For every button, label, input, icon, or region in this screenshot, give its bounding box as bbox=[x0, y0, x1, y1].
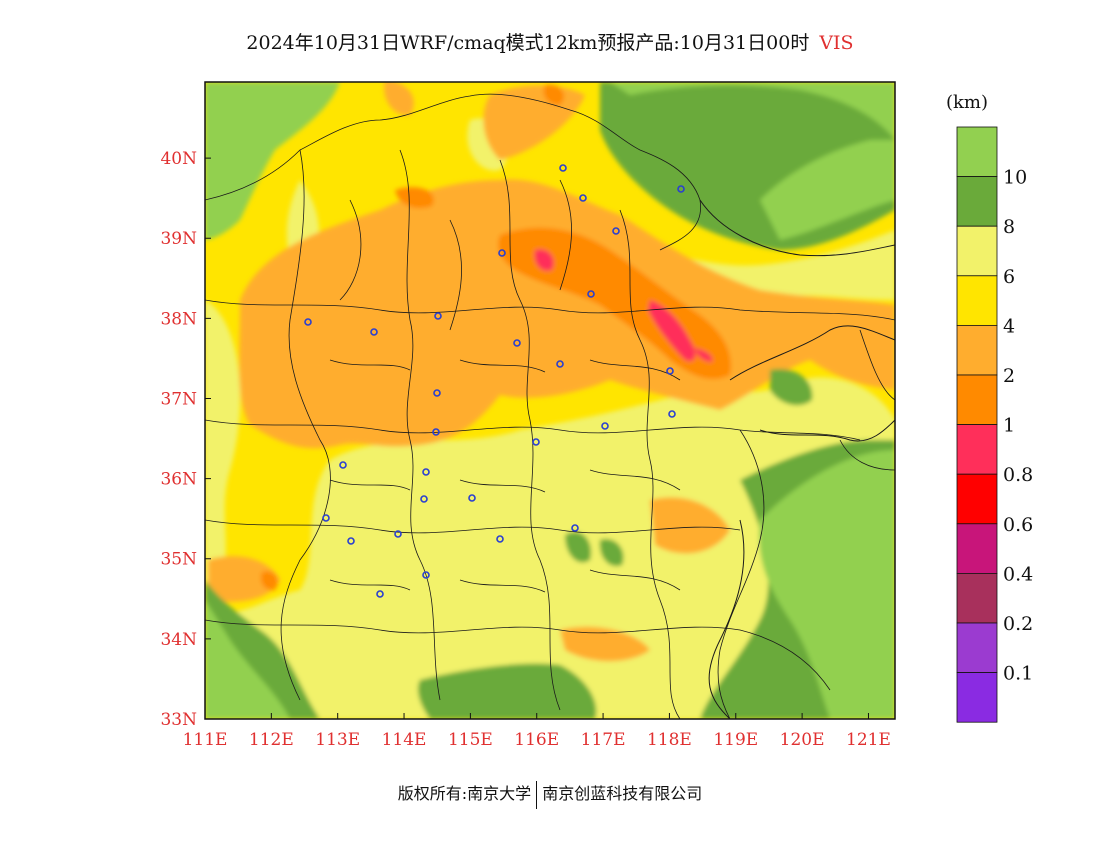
lat-label: 40N bbox=[160, 149, 197, 169]
lon-label: 117E bbox=[581, 730, 626, 750]
legend-label: 0.8 bbox=[1003, 464, 1033, 486]
lon-label: 121E bbox=[846, 730, 891, 750]
legend-swatch bbox=[956, 225, 998, 277]
legend-swatch bbox=[956, 126, 998, 177]
copyright-right: 南京创蓝科技有限公司 bbox=[542, 784, 703, 803]
lon-label: 120E bbox=[780, 730, 825, 750]
legend-swatch bbox=[956, 523, 998, 574]
title-variable: VIS bbox=[819, 32, 854, 54]
legend-label: 6 bbox=[1003, 266, 1015, 288]
legend-swatch bbox=[956, 275, 998, 326]
longitude-axis: 111E 112E 113E 114E 115E 116E 117E 118E 119E 120E… bbox=[183, 713, 891, 750]
latitude-axis: 33N 34N 35N 36N 37N 38N 39N 40N bbox=[160, 149, 211, 730]
lon-label: 111E bbox=[183, 730, 228, 750]
lat-label: 39N bbox=[160, 229, 197, 249]
lon-label: 116E bbox=[514, 730, 559, 750]
legend-label: 2 bbox=[1003, 365, 1015, 387]
title-main: 2024年10月31日WRF/cmaq模式12km预报产品:10月31日00时 bbox=[246, 32, 810, 54]
legend-label: 4 bbox=[1003, 315, 1015, 337]
lat-label: 38N bbox=[160, 309, 197, 329]
copyright-left: 版权所有:南京大学 bbox=[397, 784, 532, 803]
lon-label: 113E bbox=[315, 730, 360, 750]
legend-swatch bbox=[956, 573, 998, 624]
legend-label: 10 bbox=[1003, 167, 1027, 189]
colorbar-legend: (km) 10 8 6 4 2 1 0.8 0.6 0.4 0.2 0.1 bbox=[946, 92, 1033, 723]
legend-swatch bbox=[956, 324, 998, 376]
legend-label: 0.1 bbox=[1003, 663, 1033, 685]
legend-label: 1 bbox=[1003, 415, 1015, 437]
lon-label: 114E bbox=[382, 730, 427, 750]
lat-label: 36N bbox=[160, 470, 197, 490]
footer-separator bbox=[536, 780, 538, 809]
legend-swatch bbox=[956, 176, 998, 227]
lat-label: 35N bbox=[160, 550, 197, 570]
city-markers bbox=[304, 164, 685, 598]
lon-label: 119E bbox=[713, 730, 758, 750]
lat-label: 37N bbox=[160, 389, 197, 409]
legend-swatch bbox=[956, 622, 998, 673]
legend-swatch bbox=[956, 374, 998, 425]
legend-swatch bbox=[956, 424, 998, 475]
legend-label: 0.2 bbox=[1003, 613, 1033, 635]
map-title: 2024年10月31日WRF/cmaq模式12km预报产品:10月31日00时 V… bbox=[0, 28, 1100, 55]
map-plot-area bbox=[205, 82, 895, 719]
copyright-footer: 版权所有:南京大学 南京创蓝科技有限公司 bbox=[0, 780, 1100, 809]
legend-swatch bbox=[956, 473, 998, 525]
map-frame bbox=[204, 81, 896, 720]
legend-swatch bbox=[956, 672, 998, 723]
lon-label: 118E bbox=[647, 730, 692, 750]
boundary-lines bbox=[205, 93, 895, 719]
legend-unit: (km) bbox=[946, 92, 988, 113]
lon-label: 115E bbox=[448, 730, 493, 750]
lon-label: 112E bbox=[249, 730, 294, 750]
lat-label: 33N bbox=[160, 710, 197, 730]
lat-label: 34N bbox=[160, 630, 197, 650]
legend-label: 0.6 bbox=[1003, 514, 1033, 536]
legend-label: 0.4 bbox=[1003, 563, 1033, 585]
legend-label: 8 bbox=[1003, 216, 1015, 238]
